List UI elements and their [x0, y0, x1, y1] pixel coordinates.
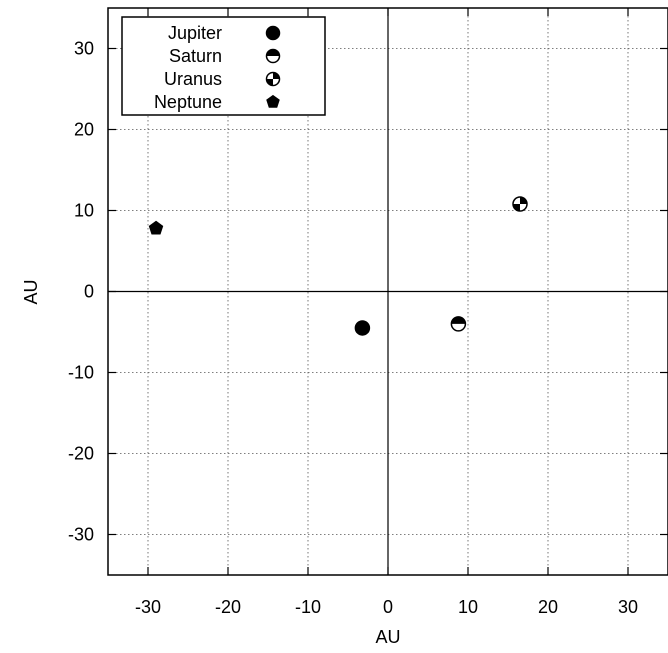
- y-tick-label: 0: [84, 282, 94, 302]
- y-tick-label: -30: [68, 525, 94, 545]
- legend-marker-jupiter: [265, 25, 281, 41]
- legend-label-uranus: Uranus: [164, 69, 222, 89]
- y-tick-label: 20: [74, 120, 94, 140]
- x-tick-label: 30: [618, 597, 638, 617]
- x-tick-label: 10: [458, 597, 478, 617]
- y-tick-label: -20: [68, 444, 94, 464]
- point-saturn: [450, 316, 467, 332]
- legend-marker-saturn: [265, 48, 281, 64]
- legend-box: [121, 16, 326, 116]
- y-axis-label: AU: [21, 279, 41, 304]
- legend: Jupiter Saturn Uranus Neptune: [121, 16, 326, 116]
- legend-marker-neptune: [266, 94, 280, 108]
- data-points: [148, 196, 528, 336]
- axis-ticks: -30 -20 -10 0 10 20 30 -30 -20 -10 0 10 20 30: [68, 8, 668, 617]
- point-jupiter: [354, 320, 371, 336]
- x-tick-label: -10: [295, 597, 321, 617]
- x-tick-label: -30: [135, 597, 161, 617]
- legend-marker-uranus: [265, 71, 281, 87]
- legend-label-neptune: Neptune: [154, 92, 222, 112]
- point-neptune: [148, 220, 164, 235]
- y-tick-label: -10: [68, 363, 94, 383]
- y-tick-label: 10: [74, 201, 94, 221]
- x-tick-label: -20: [215, 597, 241, 617]
- x-axis-label: AU: [375, 627, 400, 647]
- y-tick-label: 30: [74, 39, 94, 59]
- point-uranus: [512, 196, 528, 212]
- x-tick-label: 0: [383, 597, 393, 617]
- x-tick-label: 20: [538, 597, 558, 617]
- legend-label-jupiter: Jupiter: [168, 23, 222, 43]
- legend-label-saturn: Saturn: [169, 46, 222, 66]
- zero-axes: [108, 8, 668, 575]
